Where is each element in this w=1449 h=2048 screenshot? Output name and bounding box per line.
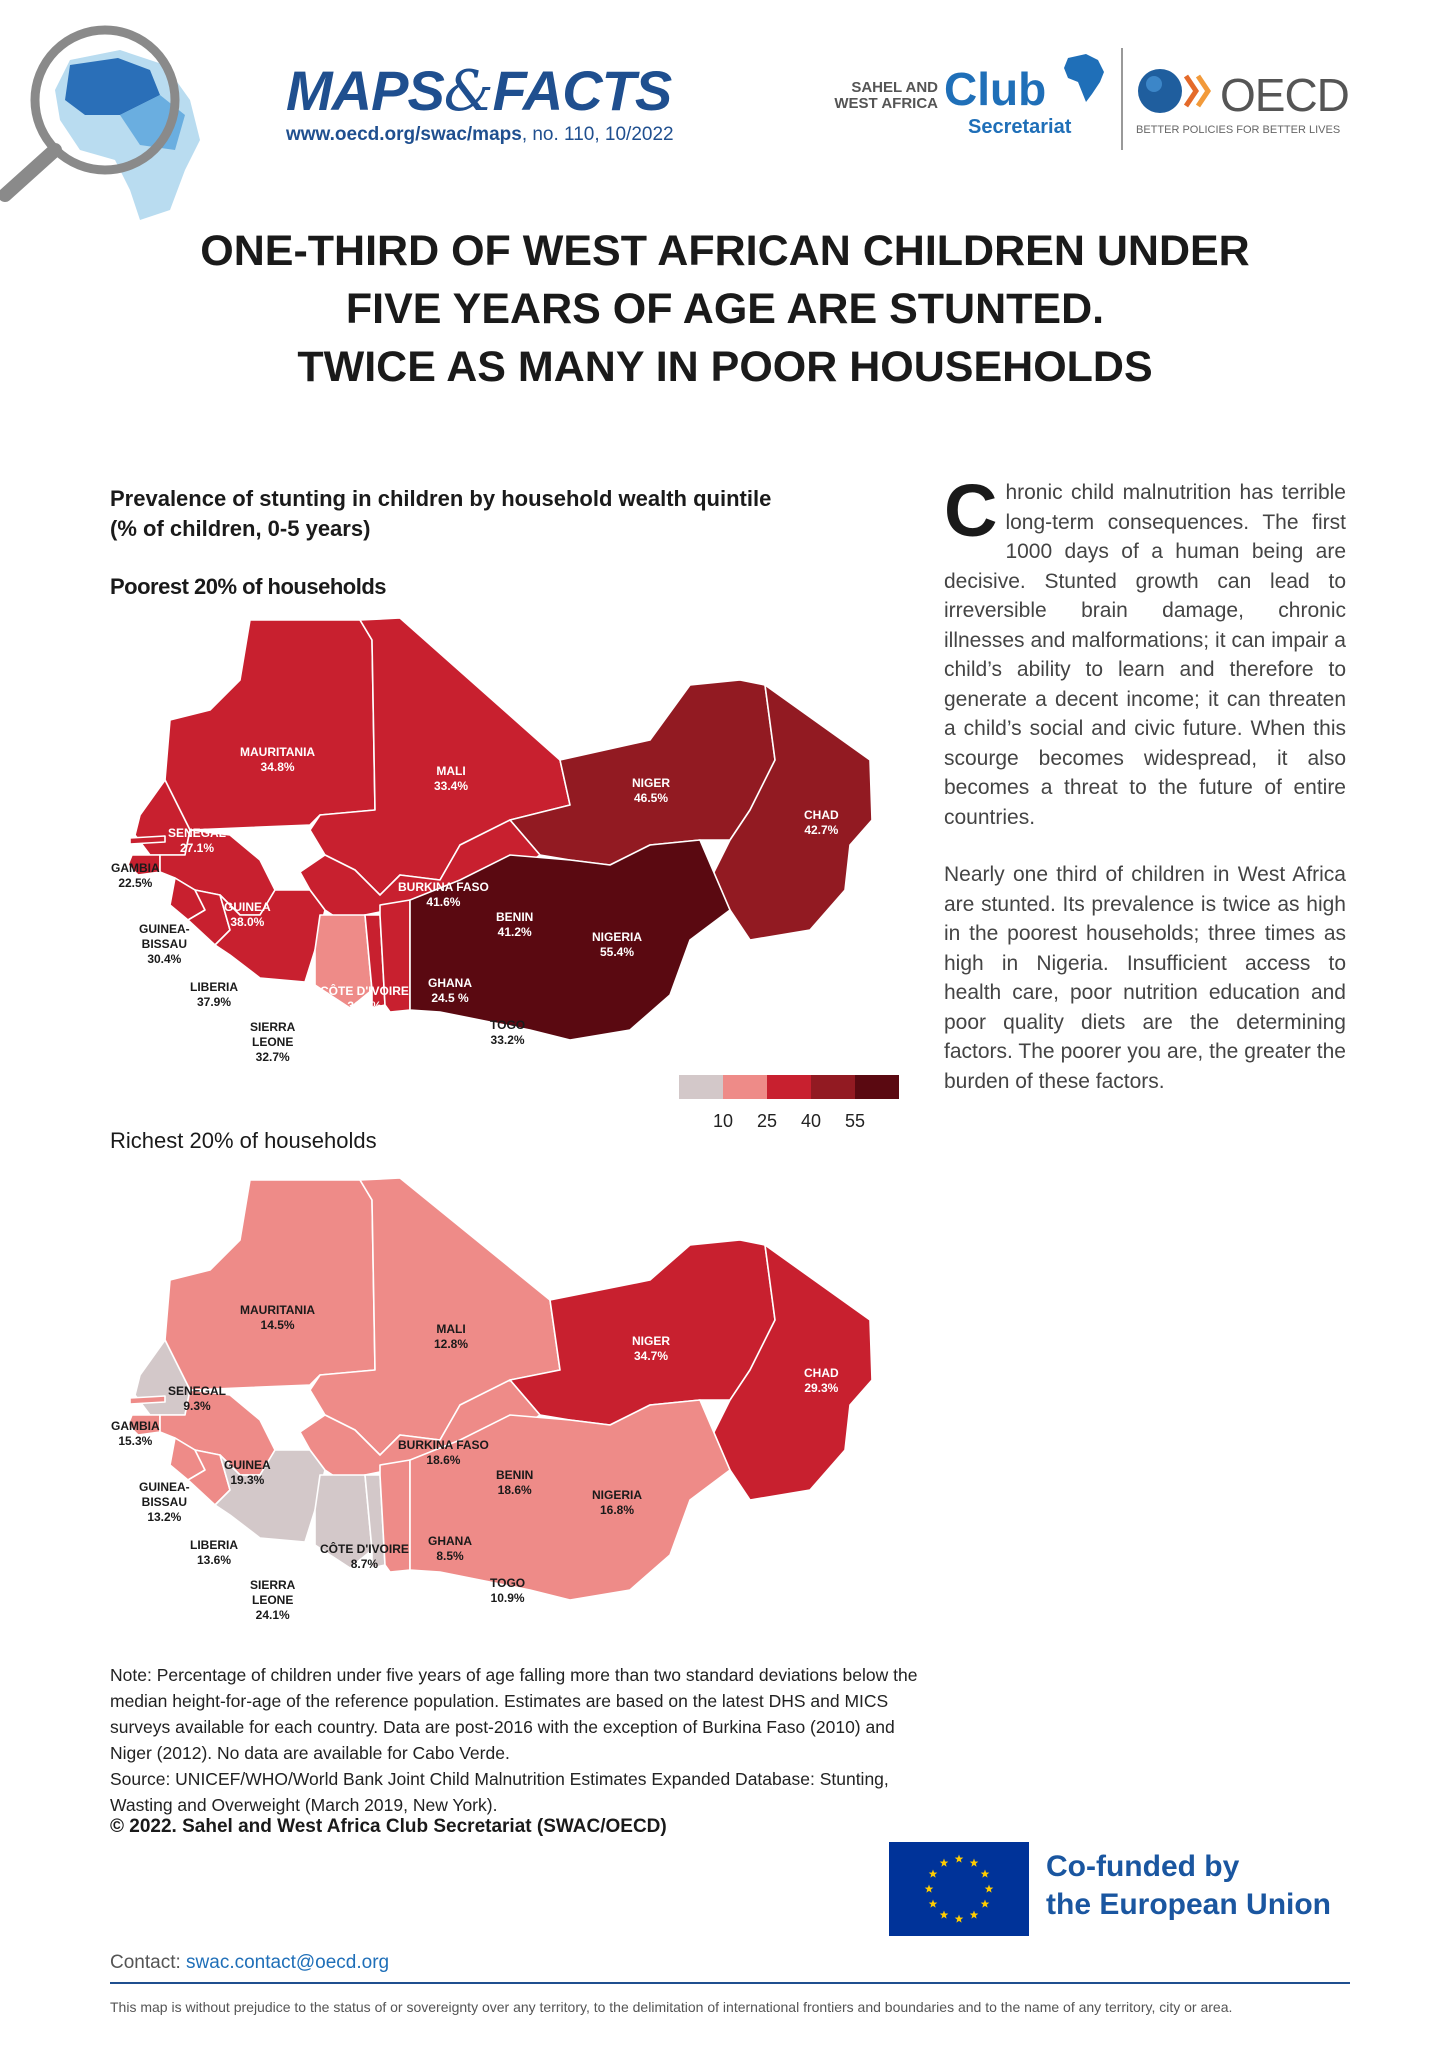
eu-cofunded-text: Co-funded by the European Union [1046, 1850, 1331, 1921]
country-togo [364, 1474, 386, 1569]
club-small-text: SAHEL AND WEST AFRICA [834, 79, 938, 112]
label-cote-divoire: CÔTE D'IVOIRE 30.2% [320, 984, 409, 1013]
label-guinea: GUINEA 19.3% [224, 1458, 271, 1487]
country-nigeria [409, 839, 731, 1041]
page-title: ONE-THIRD OF WEST AFRICAN CHILDREN UNDER… [200, 227, 1250, 391]
contact-email-link[interactable]: swac.contact@oecd.org [186, 1952, 390, 1973]
header-divider [1121, 48, 1123, 150]
country-gambia [129, 1395, 166, 1405]
eu-star [924, 1884, 934, 1893]
eu-star [969, 1858, 979, 1867]
legend-tick: 40 [800, 1111, 822, 1131]
label-niger: NIGER 46.5% [632, 776, 671, 805]
label-ghana: GHANA 8.5% [428, 1534, 472, 1563]
eu-star [969, 1910, 979, 1919]
eu-star [984, 1884, 994, 1893]
label-senegal: SENEGAL 27.1% [168, 826, 227, 855]
legend-tick: 10 [712, 1111, 734, 1131]
label-mauritania: MAURITANIA 14.5% [240, 1303, 316, 1332]
brand-title: MAPS&FACTS [286, 59, 672, 124]
copyright: © 2022. Sahel and West Africa Club Secre… [110, 1816, 667, 1837]
label-nigeria: NIGERIA 55.4% [592, 930, 643, 959]
label-sierra-leone: SIERRA LEONE 24.1% [250, 1578, 296, 1622]
legend-swatch-4 [811, 1075, 855, 1099]
legend-swatch-2 [723, 1075, 767, 1099]
label-ghana: GHANA 24.5 % [428, 976, 472, 1005]
map-rich-title: Richest 20% of households [110, 1128, 377, 1153]
oecd-tagline: BETTER POLICIES FOR BETTER LIVES [1136, 124, 1341, 136]
label-benin: BENIN 41.2% [496, 910, 534, 939]
eu-star [954, 1854, 964, 1863]
eu-star [928, 1899, 938, 1908]
legend-tick: 25 [756, 1111, 778, 1131]
map-note: Note: Percentage of children under five … [110, 1665, 918, 1815]
legend-swatch-5 [855, 1075, 899, 1099]
legend-tick: 55 [844, 1111, 866, 1131]
label-guinea-bissau: GUINEA- BISSAU 13.2% [139, 1480, 190, 1524]
country-togo [364, 914, 386, 1009]
chart-title: Prevalence of stunting in children by ho… [110, 486, 772, 541]
label-cote-divoire: CÔTE D'IVOIRE 8.7% [320, 1542, 409, 1571]
country-chad [709, 684, 873, 941]
eu-star [939, 1858, 949, 1867]
eu-star [928, 1869, 938, 1878]
club-logo-text: Club [944, 63, 1047, 115]
label-mali: MALI 12.8% [434, 1322, 469, 1351]
label-senegal: SENEGAL 9.3% [168, 1384, 227, 1413]
label-benin: BENIN 18.6% [496, 1468, 534, 1497]
label-guinea-bissau: GUINEA- BISSAU 30.4% [139, 922, 190, 966]
article-paragraph-2: Nearly one third of children in West Afr… [944, 863, 1346, 1093]
label-chad: CHAD 42.7% [804, 808, 839, 837]
legend-swatch-3 [767, 1075, 811, 1099]
label-liberia: LIBERIA 13.6% [190, 1538, 238, 1567]
label-gambia: GAMBIA 15.3% [111, 1419, 160, 1448]
footer-rule [110, 1982, 1350, 1984]
label-gambia: GAMBIA 22.5% [111, 861, 160, 890]
label-burkina-faso: BURKINA FASO 18.6% [398, 1438, 489, 1467]
country-chad [709, 1244, 873, 1501]
country-mauritania [164, 619, 376, 831]
country-guinea-bissau [127, 1414, 161, 1436]
label-chad: CHAD 29.3% [804, 1366, 839, 1395]
map-poorest [127, 617, 873, 1041]
label-liberia: LIBERIA 37.9% [190, 980, 238, 1009]
country-mauritania [164, 1179, 376, 1391]
label-niger: NIGER 34.7% [632, 1334, 671, 1363]
eu-star [939, 1910, 949, 1919]
legend-swatch-1 [679, 1075, 723, 1099]
label-mali: MALI 33.4% [434, 764, 469, 793]
drop-cap: C [944, 469, 998, 552]
label-sierra-leone: SIERRA LEONE 32.7% [250, 1020, 296, 1064]
country-guinea-bissau [127, 854, 161, 876]
label-togo: TOGO 33.2% [490, 1018, 526, 1047]
map-poor-title: Poorest 20% of households [110, 574, 387, 599]
label-burkina-faso: BURKINA FASO 41.6% [398, 880, 489, 909]
eu-star [980, 1899, 990, 1908]
africa-icon [1064, 54, 1104, 102]
eu-star [980, 1869, 990, 1878]
country-gambia [129, 835, 166, 845]
eu-flag-icon [889, 1842, 1029, 1936]
oecd-wordmark: OECD [1220, 69, 1350, 121]
brand-url[interactable]: www.oecd.org/swac/maps, no. 110, 10/2022 [286, 124, 674, 145]
magnifier-africa-logo [0, 25, 200, 220]
footer-disclaimer: This map is without prejudice to the sta… [110, 1999, 1233, 2015]
oecd-globe-icon [1138, 69, 1212, 113]
label-mauritania: MAURITANIA 34.8% [240, 745, 316, 774]
label-togo: TOGO 10.9% [490, 1576, 526, 1605]
club-secretariat: Secretariat [968, 116, 1072, 138]
contact: Contact: swac.contact@oecd.org [110, 1952, 390, 1973]
map-richest [127, 1177, 873, 1601]
country-nigeria [409, 1399, 731, 1601]
eu-star [954, 1914, 964, 1923]
label-guinea: GUINEA 38.0% [224, 900, 271, 929]
label-nigeria: NIGERIA 16.8% [592, 1488, 643, 1517]
